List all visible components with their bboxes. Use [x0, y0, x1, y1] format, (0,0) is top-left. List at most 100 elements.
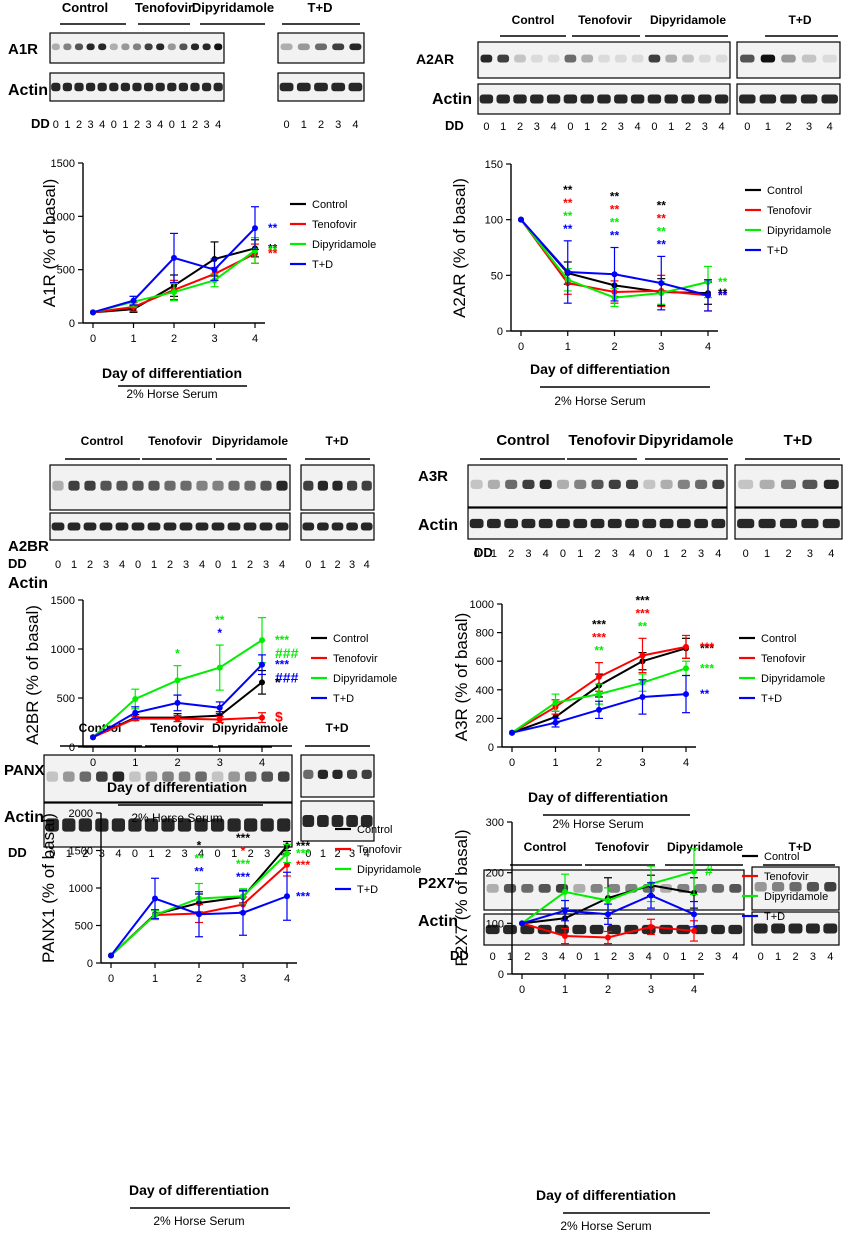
dd-tick-label: 3 — [810, 951, 816, 963]
protein-band — [332, 769, 343, 779]
protein-band — [179, 43, 188, 51]
actin-band — [801, 518, 819, 529]
actin-band — [530, 94, 544, 104]
actin-band — [201, 82, 212, 92]
dd-tick-label: 1 — [584, 121, 590, 133]
dd-tick-label: 1 — [66, 848, 72, 860]
chart-a2br: 0 500 1000 1500 0 1 2 3 4 A2BR (% of basal) Day of… — [23, 595, 397, 825]
data-point — [691, 927, 697, 934]
dd-tick-label: 4 — [551, 121, 557, 133]
significance-mark: ** — [610, 216, 620, 230]
protein-band — [607, 884, 621, 893]
group-label: Dipyridamole — [650, 13, 726, 27]
dd-tick-label: 0 — [284, 119, 290, 131]
actin-band — [771, 923, 786, 934]
x-tick-label: 2 — [611, 341, 617, 353]
dd-tick-label: 0 — [567, 121, 573, 133]
actin-band — [573, 518, 588, 529]
data-point — [132, 695, 139, 702]
actin-band — [194, 818, 208, 832]
protein-band — [317, 480, 329, 491]
group-label: Dipyridamole — [667, 840, 743, 854]
protein-band — [711, 884, 725, 893]
dd-tick-label: 0 — [490, 951, 496, 963]
actin-band — [179, 522, 193, 531]
dd-tick-label: 4 — [732, 951, 738, 963]
y-tick-label: 1500 — [51, 595, 75, 607]
significance-mark: ** — [563, 183, 573, 197]
legend-label: T+D — [764, 911, 785, 923]
x-tick-label: 1 — [562, 984, 568, 996]
group-label: Control — [81, 434, 124, 448]
protein-band — [521, 884, 534, 893]
protein-band — [46, 771, 59, 782]
data-point — [683, 643, 689, 650]
actin-band — [302, 522, 315, 531]
blot-panel-a2br: Control Tenofovir Dipyridamole T+D A2BR Actin… — [8, 434, 375, 592]
actin-band — [317, 522, 329, 531]
protein-band — [144, 43, 153, 51]
dd-tick-label: 0 — [215, 559, 221, 571]
actin-band — [469, 518, 484, 529]
protein-band — [754, 882, 767, 892]
protein-band — [574, 479, 587, 489]
actin-label: Actin — [8, 82, 48, 99]
dd-tick-label: 1 — [577, 548, 583, 560]
legend-label: Dipyridamole — [312, 239, 376, 251]
dd-tick-label: 4 — [115, 848, 121, 860]
actin-band — [642, 518, 657, 529]
protein-band — [573, 884, 586, 893]
dd-tick-label: 2 — [167, 559, 173, 571]
group-label: Control — [79, 721, 122, 735]
significance-mark: ** — [194, 865, 204, 879]
protein-band — [332, 43, 345, 51]
protein-band — [625, 479, 639, 489]
protein-band — [178, 771, 191, 782]
legend-label: Dipyridamole — [767, 225, 831, 237]
x-tick-label: 1 — [132, 757, 138, 769]
dd-tick-label: 0 — [49, 848, 55, 860]
protein-band — [303, 480, 314, 491]
protein-band — [497, 54, 510, 63]
protein-band — [682, 54, 694, 63]
protein-band — [84, 480, 96, 491]
dd-tick-label: 3 — [146, 119, 152, 131]
legend-label: Control — [764, 851, 799, 863]
actin-band — [563, 94, 578, 104]
dd-tick-label: 2 — [318, 119, 324, 131]
dd-tick-label: 3 — [542, 951, 548, 963]
legend-label: Dipyridamole — [764, 891, 828, 903]
actin-band — [580, 94, 594, 104]
protein-band — [74, 43, 84, 51]
data-point — [216, 716, 223, 723]
protein-band — [806, 882, 819, 892]
dd-tick-label: 4 — [827, 951, 833, 963]
x-tick-label: 2 — [596, 757, 602, 769]
protein-band — [214, 43, 223, 51]
data-point — [648, 923, 654, 930]
protein-band — [822, 54, 837, 63]
data-point — [596, 673, 602, 680]
data-point — [552, 719, 559, 726]
dd-tick-label: 4 — [279, 559, 285, 571]
data-point — [562, 907, 568, 914]
significance-mark: *** — [275, 658, 289, 672]
dd-tick-label: 1 — [151, 559, 157, 571]
actin-band — [788, 923, 803, 934]
x-tick-label: 1 — [565, 341, 571, 353]
protein-band — [129, 771, 141, 782]
data-point — [648, 892, 654, 899]
y-tick-label: 1000 — [51, 644, 75, 656]
actin-band — [805, 923, 820, 934]
actin-band — [111, 818, 126, 832]
legend-label: T+D — [357, 884, 378, 896]
dd-tick-label: 4 — [827, 121, 833, 133]
significance-mark: ** — [718, 288, 728, 302]
protein-band — [470, 479, 483, 489]
actin-label: Actin — [432, 91, 472, 108]
actin-band — [800, 94, 818, 104]
significance-mark: *** — [236, 870, 250, 884]
data-point — [639, 652, 646, 659]
dd-tick-label: 3 — [349, 559, 355, 571]
